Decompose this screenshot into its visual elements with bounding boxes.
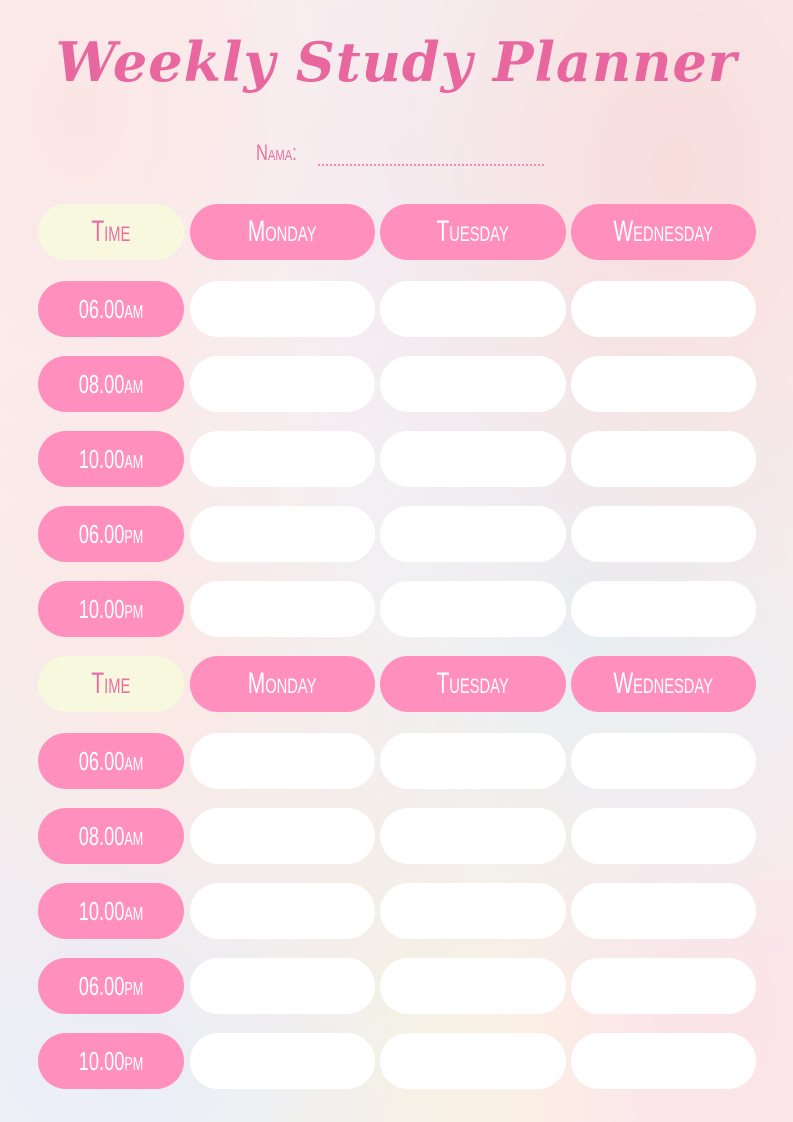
planner-slot[interactable]: [380, 581, 566, 637]
planner-slot[interactable]: [380, 1033, 566, 1089]
planner-slot[interactable]: [380, 431, 566, 487]
day-header-monday: Monday: [190, 204, 375, 260]
time-slot-label: 08.00am: [38, 356, 184, 412]
time-slot-label: 10.00am: [38, 431, 184, 487]
time-slot-label-label: 08.00am: [78, 820, 144, 851]
planner-slot[interactable]: [380, 958, 566, 1014]
planner-slot[interactable]: [190, 733, 375, 789]
day-header-wednesday: Wednesday: [571, 656, 756, 712]
name-field[interactable]: [318, 164, 544, 166]
planner-slot[interactable]: [190, 356, 375, 412]
time-slot-label-label: 06.00pm: [78, 518, 144, 549]
time-slot-label: 10.00pm: [38, 1033, 184, 1089]
name-label: Nama:: [256, 140, 297, 165]
day-header-tuesday-label: Tuesday: [436, 667, 510, 700]
planner-slot[interactable]: [380, 281, 566, 337]
planner-slot[interactable]: [380, 808, 566, 864]
planner-slot[interactable]: [190, 431, 375, 487]
time-slot-label-label: 10.00am: [78, 443, 144, 474]
planner-slot[interactable]: [571, 431, 756, 487]
time-slot-label-label: 10.00am: [78, 895, 144, 926]
time-header-label: Time: [91, 667, 131, 700]
day-header-monday-label: Monday: [248, 215, 317, 248]
page-title: Weekly Study Planner: [55, 30, 738, 94]
planner-slot[interactable]: [190, 958, 375, 1014]
time-slot-label-label: 06.00am: [78, 745, 144, 776]
time-slot-label-label: 10.00pm: [78, 593, 144, 624]
time-slot-label: 06.00am: [38, 733, 184, 789]
time-slot-label: 06.00pm: [38, 958, 184, 1014]
planner-slot[interactable]: [571, 883, 756, 939]
day-header-tuesday: Tuesday: [380, 204, 566, 260]
planner-slot[interactable]: [571, 356, 756, 412]
day-header-monday-label: Monday: [248, 667, 317, 700]
time-slot-label-label: 08.00am: [78, 368, 144, 399]
time-slot-label: 06.00am: [38, 281, 184, 337]
planner-slot[interactable]: [190, 281, 375, 337]
day-header-tuesday-label: Tuesday: [436, 215, 510, 248]
time-slot-label: 08.00am: [38, 808, 184, 864]
planner-slot[interactable]: [571, 581, 756, 637]
time-slot-label: 06.00pm: [38, 506, 184, 562]
time-slot-label-label: 06.00am: [78, 293, 144, 324]
planner-slot[interactable]: [190, 581, 375, 637]
planner-slot[interactable]: [571, 1033, 756, 1089]
day-header-wednesday: Wednesday: [571, 204, 756, 260]
time-header: Time: [38, 656, 184, 712]
planner-slot[interactable]: [190, 506, 375, 562]
planner-slot[interactable]: [190, 808, 375, 864]
day-header-wednesday-label: Wednesday: [613, 215, 714, 248]
day-header-tuesday: Tuesday: [380, 656, 566, 712]
planner-slot[interactable]: [380, 356, 566, 412]
time-header: Time: [38, 204, 184, 260]
day-header-wednesday-label: Wednesday: [613, 667, 714, 700]
planner-slot[interactable]: [571, 733, 756, 789]
planner-slot[interactable]: [190, 883, 375, 939]
time-slot-label-label: 10.00pm: [78, 1045, 144, 1076]
time-header-label: Time: [91, 215, 131, 248]
time-slot-label-label: 06.00pm: [78, 970, 144, 1001]
planner-slot[interactable]: [380, 506, 566, 562]
planner-slot[interactable]: [571, 958, 756, 1014]
planner-slot[interactable]: [380, 883, 566, 939]
time-slot-label: 10.00pm: [38, 581, 184, 637]
day-header-monday: Monday: [190, 656, 375, 712]
planner-slot[interactable]: [190, 1033, 375, 1089]
planner-slot[interactable]: [571, 808, 756, 864]
planner-slot[interactable]: [571, 281, 756, 337]
time-slot-label: 10.00am: [38, 883, 184, 939]
planner-slot[interactable]: [380, 733, 566, 789]
planner-slot[interactable]: [571, 506, 756, 562]
